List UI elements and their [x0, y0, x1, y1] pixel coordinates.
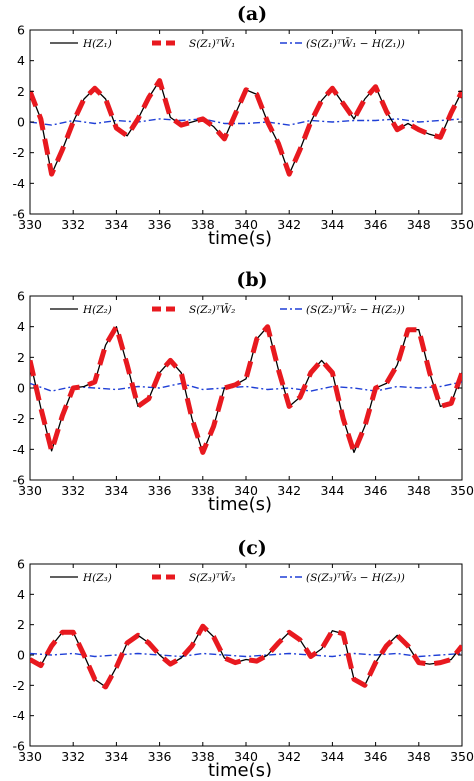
x-tick-label: 332: [61, 483, 85, 498]
y-tick-label: 0: [17, 381, 25, 396]
y-tick-label: 2: [17, 84, 25, 99]
y-tick-label: -6: [13, 207, 26, 222]
x-tick-label: 330: [18, 749, 42, 764]
x-tick-label: 348: [407, 749, 431, 764]
series-line-solid: [30, 326, 462, 454]
legend-label: (S(Z₃)ᵀW̄₃ − H(Z₃)): [306, 571, 405, 584]
y-tick-label: 4: [17, 587, 25, 602]
x-tick-label: 340: [234, 217, 258, 232]
legend-label: S(Z₁)ᵀW̄₁: [189, 37, 235, 50]
plot-frame: [29, 563, 463, 747]
y-tick-label: -6: [13, 473, 26, 488]
y-tick-label: -4: [13, 442, 26, 457]
x-tick-label: 344: [320, 483, 344, 498]
x-tick-label: 342: [277, 749, 301, 764]
x-tick-label: 344: [320, 749, 344, 764]
x-axis-label: time(s): [208, 228, 272, 249]
y-tick-label: -2: [13, 678, 25, 693]
y-tick-label: -2: [13, 145, 25, 160]
legend-label: S(Z₂)ᵀW̄₂: [189, 303, 235, 316]
y-tick-label: 2: [17, 617, 25, 632]
y-tick-label: -2: [13, 411, 25, 426]
x-tick-label: 334: [104, 483, 128, 498]
x-tick-label: 336: [148, 749, 172, 764]
y-tick-label: -4: [13, 708, 26, 723]
x-tick-label: 336: [148, 217, 172, 232]
panel-title: (c): [237, 537, 267, 559]
x-tick-label: 340: [234, 749, 258, 764]
y-tick-label: -6: [13, 739, 26, 754]
series-line-dashed: [30, 623, 462, 690]
legend-label: S(Z₃)ᵀW̄₃: [189, 571, 235, 584]
y-tick-label: 0: [17, 115, 25, 130]
series-line-dashed: [30, 78, 462, 177]
legend-label: (S(Z₂)ᵀW̄₂ − H(Z₂)): [306, 303, 405, 316]
x-tick-label: 330: [18, 217, 42, 232]
x-tick-label: 334: [104, 217, 128, 232]
chart-panel-2: (b) 330 332 334 336 338 340 342 344 346 348 350 6 4 2 0…: [13, 269, 474, 515]
x-tick-label: 346: [364, 483, 388, 498]
x-tick-label: 346: [364, 749, 388, 764]
panel-title: (a): [237, 3, 267, 25]
y-tick-label: 6: [17, 23, 25, 38]
x-tick-label: 344: [320, 217, 344, 232]
x-tick-label: 342: [277, 217, 301, 232]
x-tick-label: 342: [277, 483, 301, 498]
x-tick-label: 350: [450, 217, 474, 232]
x-tick-label: 332: [61, 749, 85, 764]
y-tick-label: 6: [17, 557, 25, 572]
series-line-dashdot: [30, 381, 462, 392]
x-tick-label: 348: [407, 217, 431, 232]
x-tick-label: 346: [364, 217, 388, 232]
legend-label: H(Z₃): [82, 572, 112, 584]
y-tick-label: 4: [17, 319, 25, 334]
y-tick-label: 0: [17, 648, 25, 663]
x-axis-label: time(s): [208, 494, 272, 515]
y-tick-label: 6: [17, 289, 25, 304]
chart-panel-1: (a) 330 332 334 336 338 340 342 344 346 348 350 6 4 2 0…: [13, 3, 474, 249]
legend-label: (S(Z₁)ᵀW̄₁ − H(Z₁)): [306, 37, 405, 50]
series-line-dashdot: [30, 652, 462, 658]
x-tick-label: 348: [407, 483, 431, 498]
panel-title: (b): [236, 269, 267, 291]
x-tick-label: 350: [450, 483, 474, 498]
x-tick-label: 338: [191, 217, 215, 232]
y-tick-label: 4: [17, 53, 25, 68]
x-axis-label: time(s): [208, 760, 272, 777]
y-tick-label: -4: [13, 176, 26, 191]
chart-panel-3: (c) 330 332 334 336 338 340 342 344 346 348 350 6 4 2 0…: [13, 537, 474, 781]
series-line-dashed: [30, 324, 462, 455]
legend-label: H(Z₁): [82, 38, 112, 50]
x-tick-label: 330: [18, 483, 42, 498]
x-tick-label: 338: [191, 483, 215, 498]
y-tick-label: 2: [17, 350, 25, 365]
x-tick-label: 332: [61, 217, 85, 232]
x-tick-label: 350: [450, 749, 474, 764]
x-tick-label: 336: [148, 483, 172, 498]
series-line-dashdot: [30, 118, 462, 126]
x-tick-label: 334: [104, 749, 128, 764]
x-tick-label: 338: [191, 749, 215, 764]
legend-label: H(Z₂): [82, 304, 112, 316]
plot-frame: [29, 29, 463, 215]
x-tick-label: 340: [234, 483, 258, 498]
